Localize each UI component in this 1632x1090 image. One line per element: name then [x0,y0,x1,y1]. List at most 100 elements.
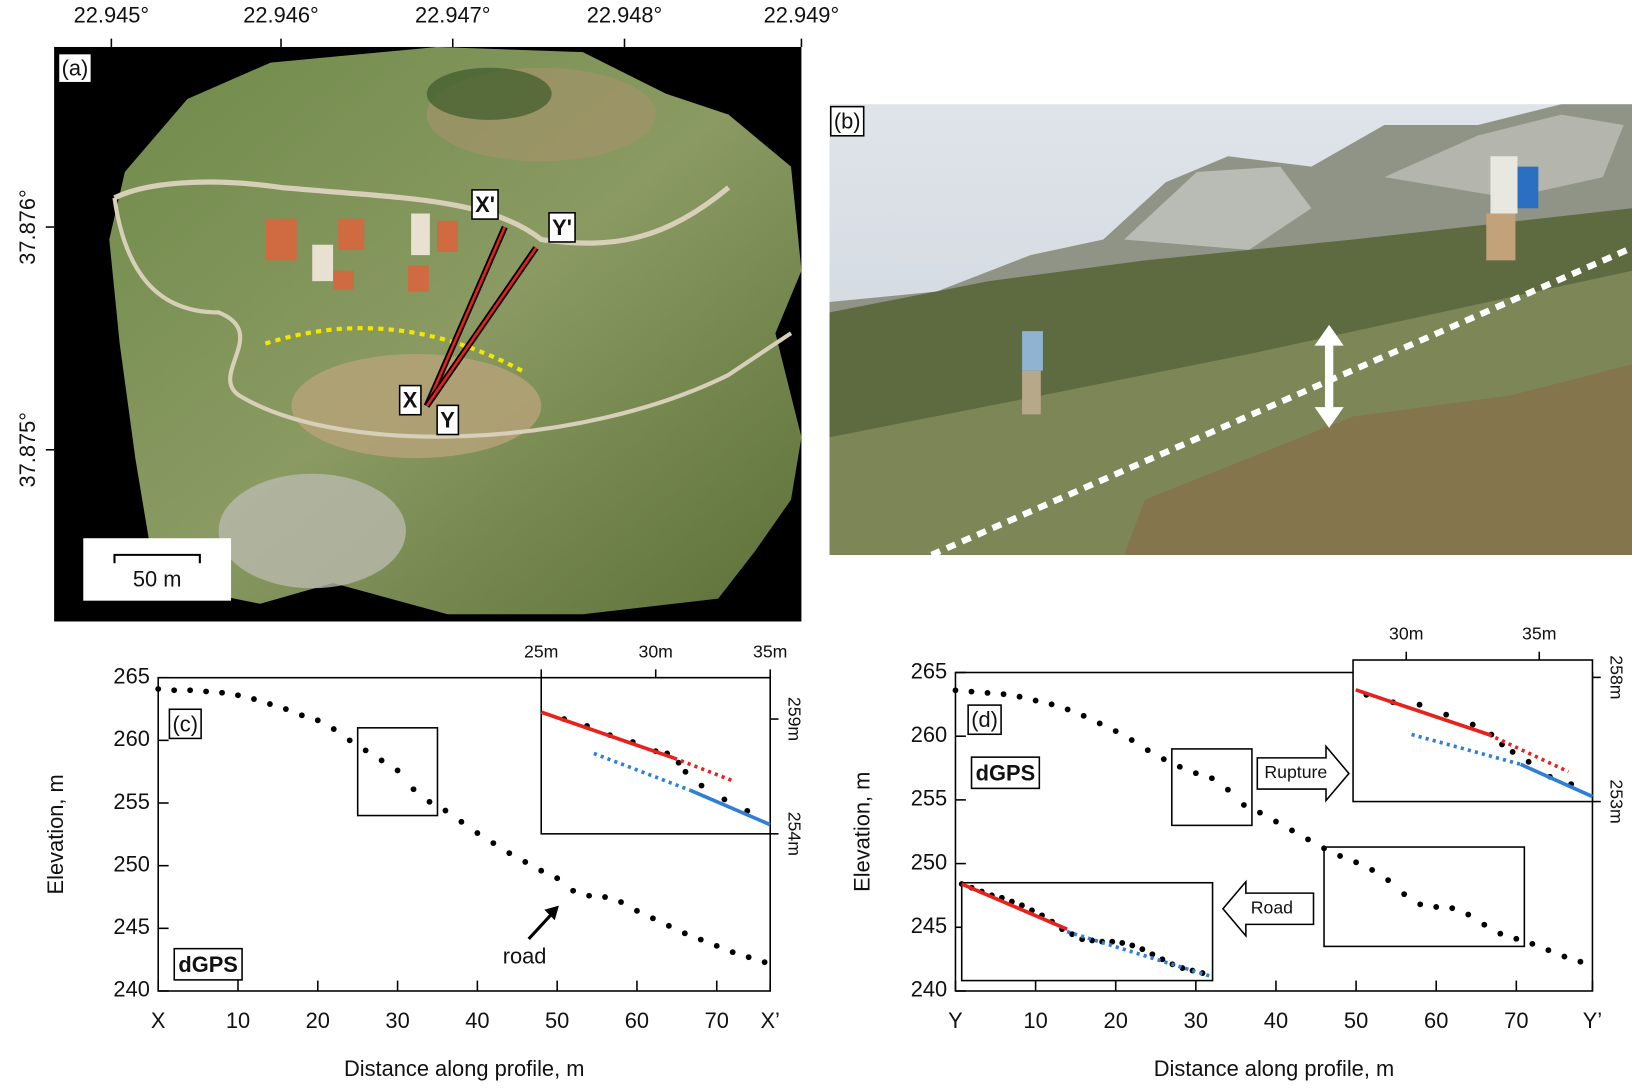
profile-label: Y' [552,215,572,240]
data-point [1193,770,1199,776]
x-tick-label: X’ [760,1008,779,1033]
person [1022,371,1041,415]
data-point [1049,701,1055,707]
data-point [219,690,225,696]
data-point [267,701,273,707]
data-point [363,747,369,753]
data-point [1001,691,1007,697]
x-tick-label: 40 [465,1008,489,1033]
lon-tick-label: 22.949° [764,3,840,28]
y-tick-label: 255 [113,789,149,814]
y-tick-label: 245 [911,913,947,938]
data-point [490,840,496,846]
zoom-box [1172,749,1252,825]
x-tick-label: Y’ [1583,1008,1602,1033]
data-point [1561,954,1567,960]
x-tick-label: 20 [1104,1008,1128,1033]
data-point [1481,922,1487,928]
data-point [1257,810,1263,816]
data-point [666,923,672,929]
data-point [985,690,991,696]
y-tick-label: 265 [911,658,947,683]
house [437,221,458,252]
data-point [1513,936,1519,942]
data-point [347,737,353,743]
x-tick-label: 30 [1184,1008,1208,1033]
inset-x-tick-label: 25m [524,641,558,661]
house [265,219,296,261]
house [333,271,354,290]
house [312,245,333,281]
page: { "map": {"label": "(a)", "lon_ticks": [… [0,0,1632,1090]
house [338,219,364,250]
inset-x-tick-label: 30m [639,641,673,661]
y-tick-label: 265 [113,663,149,688]
data-point [315,717,321,723]
data-point [1443,712,1449,718]
data-point [1017,694,1023,700]
lat-tick-label: 37.876° [15,189,40,265]
backpack [1518,167,1539,209]
x-tick-label: 60 [625,1008,649,1033]
profile-label: X' [475,192,495,217]
profile-label: X [403,388,418,413]
data-point [1369,867,1375,873]
data-point [235,692,241,698]
panel-label: (c) [173,711,198,736]
data-point [283,706,289,712]
data-point [602,894,608,900]
data-point [721,796,727,802]
data-point [1449,905,1455,911]
y-tick-label: 245 [113,914,149,939]
data-point [1119,940,1125,946]
x-tick-label: 60 [1424,1008,1448,1033]
annotation: dGPS [976,760,1035,785]
y-tick-label: 250 [113,851,149,876]
lon-tick-label: 22.946° [243,3,319,28]
profile-label: Y [440,407,455,432]
inset-y-tick-label: 258m [1607,655,1627,699]
data-point [538,868,544,874]
annotation-arrow [529,913,553,939]
data-point [331,726,337,732]
data-point [554,875,560,881]
data-point [953,687,959,693]
x-tick-label: 70 [705,1008,729,1033]
panel-label: (a) [62,56,89,81]
data-point [1529,941,1535,947]
x-tick-label: 20 [306,1008,330,1033]
data-point [379,757,385,763]
data-point [474,830,480,836]
data-point [634,908,640,914]
data-point [650,915,656,921]
x-axis-label: Distance along profile, m [1154,1056,1394,1081]
panel-label: (b) [834,109,861,134]
data-point [443,808,449,814]
data-point [1337,853,1343,859]
data-point [1241,802,1247,808]
data-point [1510,749,1516,755]
data-point [203,689,209,695]
x-tick-label: 40 [1264,1008,1288,1033]
data-point [698,937,704,943]
inset-x-tick-label: 35m [753,641,787,661]
y-tick-label: 240 [113,977,149,1002]
data-point [1113,728,1119,734]
data-point [1177,764,1183,770]
data-point [1225,787,1231,793]
annotation: dGPS [178,952,237,977]
annotation: road [503,943,547,968]
y-tick-label: 255 [911,786,947,811]
lon-tick-label: 22.948° [587,3,663,28]
map-panel: X' Y' X Y 50 m (a) 22.945° 22.946° 22.94… [15,3,839,622]
y-tick-label: 260 [113,726,149,751]
y-tick-label: 240 [911,977,947,1002]
lon-tick-label: 22.945° [74,3,150,28]
data-point [1209,775,1215,781]
data-point [762,959,768,965]
data-point [171,687,177,693]
data-point [1465,912,1471,918]
data-point [1139,946,1145,952]
y-tick-label: 250 [911,849,947,874]
annotation: Rupture [1264,762,1327,782]
